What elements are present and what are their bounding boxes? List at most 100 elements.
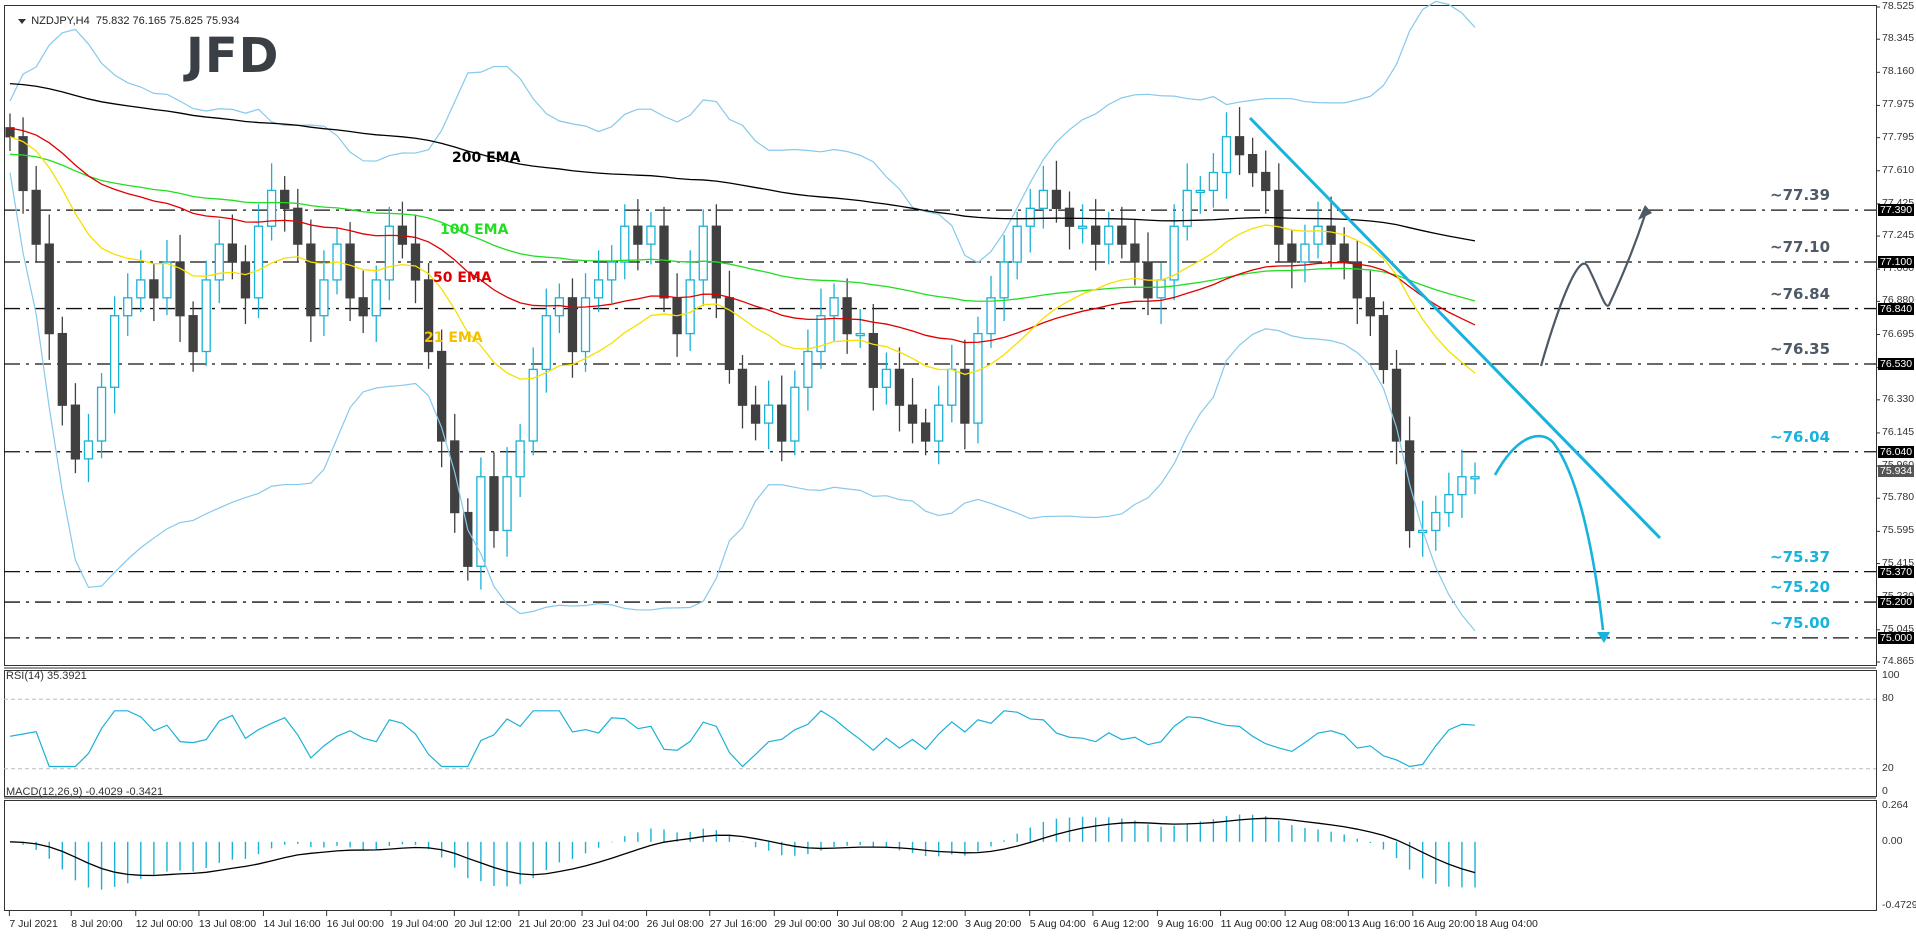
bollinger-upper (9, 0, 1476, 264)
x-axis-tick: 27 Jul 16:00 (709, 918, 767, 930)
candle (1247, 153, 1258, 174)
candle (868, 332, 878, 388)
y-axis-tick: 77.610 (1882, 163, 1915, 176)
x-axis-tick: 11 Aug 00:00 (1220, 918, 1282, 930)
level-label: ~75.00 (1770, 613, 1831, 632)
macd-axis-tick: 0.00 (1882, 834, 1903, 847)
y-axis-tick: 78.525 (1882, 0, 1915, 12)
x-axis-tick: 12 Aug 08:00 (1285, 918, 1348, 930)
candle (750, 404, 761, 424)
candle (947, 368, 957, 406)
x-axis-tick: 3 Aug 20:00 (965, 918, 1022, 930)
x-axis-tick: 26 Jul 08:00 (646, 918, 704, 930)
candle (790, 386, 800, 442)
candle (123, 297, 133, 317)
x-axis-tick: 30 Jul 08:00 (837, 918, 895, 930)
candle (502, 476, 512, 532)
collapse-triangle-icon[interactable] (18, 18, 27, 24)
x-axis-tick: 29 Jul 00:00 (774, 918, 832, 930)
y-axis-tick: 76.695 (1882, 327, 1915, 340)
candle (1378, 315, 1389, 371)
candle (410, 243, 421, 281)
jfd-logo: JFD (186, 28, 280, 84)
candle (698, 225, 708, 281)
x-axis-tick: 7 Jul 2021 (9, 918, 58, 930)
candle (463, 511, 473, 567)
price-tag: 76.840 (1878, 302, 1915, 315)
rsi-pane (4, 670, 1877, 797)
price-tag: 75.200 (1878, 596, 1915, 609)
symbol-ohlc-text: NZDJPY,H4 75.832 76.165 75.825 75.934 (31, 15, 240, 27)
candle (1287, 243, 1297, 263)
candle (162, 261, 172, 299)
candle (319, 279, 329, 317)
candle (803, 350, 813, 388)
y-axis-tick: 78.160 (1882, 65, 1915, 78)
candle (109, 315, 120, 388)
candle (829, 297, 839, 317)
x-axis-tick: 20 Jul 12:00 (454, 918, 512, 930)
downtrend-line[interactable] (1248, 116, 1662, 540)
x-axis-tick: 9 Aug 16:00 (1157, 918, 1214, 930)
y-axis-tick: 78.345 (1882, 32, 1915, 45)
macd-signal-line (9, 817, 1476, 877)
candle (280, 189, 290, 209)
ema-label: 100 EMA (440, 222, 509, 238)
candle (1038, 189, 1048, 209)
candle (1234, 136, 1245, 156)
candle (764, 404, 774, 424)
candle (149, 279, 159, 299)
rsi-label: RSI(14) 35.3921 (6, 670, 87, 682)
ema-100-line (9, 153, 1476, 302)
rsi-axis-tick: 80 (1882, 692, 1894, 705)
candle (777, 404, 787, 442)
candle (201, 279, 211, 353)
x-axis-tick: 8 Jul 20:00 (71, 918, 123, 930)
candle (1470, 476, 1480, 480)
bollinger-lower (9, 172, 1476, 632)
candle (855, 332, 865, 337)
rsi-axis-tick: 100 (1882, 669, 1900, 681)
candle (541, 315, 551, 371)
y-axis-tick: 75.415 (1882, 556, 1915, 569)
candle (737, 368, 748, 406)
candle (816, 315, 826, 353)
macd-pane (4, 800, 1877, 911)
candle (607, 261, 617, 281)
candle (489, 476, 499, 532)
candle (620, 225, 630, 263)
y-axis-tick: 75.595 (1882, 524, 1915, 537)
price-tag: 76.040 (1878, 445, 1915, 458)
x-axis-tick: 16 Jul 00:00 (326, 918, 384, 930)
candle (1339, 243, 1349, 263)
candle (1221, 136, 1232, 174)
candle (1117, 225, 1127, 245)
candle (1431, 511, 1441, 532)
x-axis-tick: 18 Aug 04:00 (1476, 918, 1538, 930)
candle (136, 279, 146, 299)
level-label: ~77.39 (1770, 186, 1831, 205)
x-axis-tick: 23 Jul 04:00 (582, 918, 640, 930)
rsi-line (9, 710, 1476, 768)
x-axis-tick: 2 Aug 12:00 (901, 918, 959, 930)
candle (96, 386, 107, 442)
candle (1457, 476, 1467, 496)
level-label: ~75.37 (1770, 547, 1831, 566)
candle (450, 440, 460, 514)
candle (593, 279, 604, 299)
candle (528, 368, 538, 442)
candle (881, 368, 892, 388)
candle (293, 207, 303, 245)
candle (685, 279, 695, 335)
main-pane (4, 5, 1877, 666)
candle (1064, 207, 1075, 227)
candle (70, 404, 81, 460)
x-axis-tick: 13 Aug 16:00 (1348, 918, 1411, 930)
y-axis-tick: 74.865 (1882, 655, 1915, 667)
candle (1182, 189, 1192, 227)
candle (240, 261, 251, 299)
candle (253, 225, 264, 299)
candle (646, 225, 656, 245)
y-axis-tick: 77.245 (1882, 229, 1915, 242)
